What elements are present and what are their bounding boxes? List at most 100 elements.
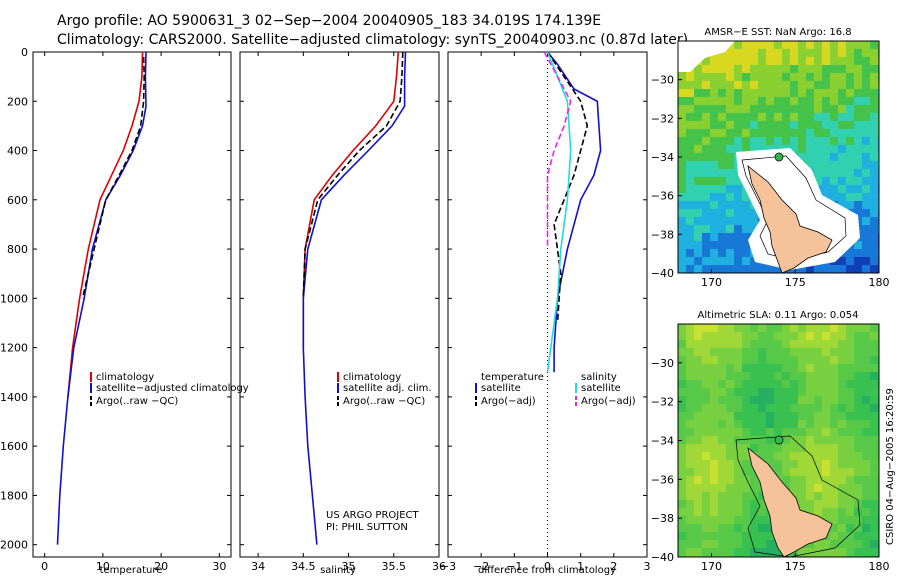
sst-cell [814, 121, 822, 129]
sla-cell [822, 412, 830, 420]
sla-cell [854, 332, 862, 340]
sst-cell [862, 113, 870, 121]
sla-cell [734, 412, 742, 420]
sla-cell [830, 492, 838, 500]
sla-cell [718, 524, 726, 532]
sst-cell [854, 153, 862, 161]
sla-cell [870, 484, 878, 492]
sla-cell [758, 324, 766, 332]
sst-cell [734, 73, 742, 81]
sla-cell [854, 524, 862, 532]
sst-cell [854, 73, 862, 81]
sst-cell [782, 137, 790, 145]
sla-cell [766, 332, 774, 340]
sst-cell [718, 145, 726, 153]
sla-coast-contour [735, 435, 861, 557]
sst-cell [782, 73, 790, 81]
sla-cell [686, 492, 694, 500]
sst-cell [854, 209, 862, 217]
sla-cell [702, 428, 710, 436]
sla-cell [686, 388, 694, 396]
sst-cell [838, 161, 846, 169]
sla-cell [678, 404, 686, 412]
sst-cell [758, 121, 766, 129]
sst-map-ytick-label: −36 [651, 190, 674, 203]
sla-cell [806, 332, 814, 340]
sst-cell [846, 121, 854, 129]
sla-cell [862, 396, 870, 404]
sst-cell [862, 169, 870, 177]
sla-cell [678, 476, 686, 484]
sla-cell [710, 532, 718, 540]
sla-cell [862, 476, 870, 484]
sst-cell [862, 201, 870, 209]
sla-cell [822, 340, 830, 348]
sla-cell [830, 324, 838, 332]
sla-cell [734, 516, 742, 524]
sla-cell [846, 388, 854, 396]
sla-cell [726, 372, 734, 380]
sla-cell [766, 516, 774, 524]
sst-cell [750, 217, 758, 225]
sst-cell [686, 185, 694, 193]
sla-cell [822, 468, 830, 476]
sst-cell [854, 265, 862, 273]
sla-cell [742, 508, 750, 516]
sla-cell [862, 364, 870, 372]
sst-cell [870, 217, 878, 225]
sst-cell [686, 81, 694, 89]
sst-cell [718, 161, 726, 169]
sst-cell [726, 217, 734, 225]
sla-cell [870, 388, 878, 396]
sst-cell [726, 153, 734, 161]
sst-cell [734, 113, 742, 121]
sst-cell [694, 65, 702, 73]
sla-cell [758, 332, 766, 340]
sst-cell [766, 113, 774, 121]
sla-cell [710, 420, 718, 428]
sla-cell [870, 548, 878, 556]
sst-cell [742, 113, 750, 121]
sla-cell [830, 548, 838, 556]
sst-cell [710, 265, 718, 273]
sst-cell [806, 73, 814, 81]
sst-cell [734, 225, 742, 233]
sla-cell [790, 420, 798, 428]
sst-cell [742, 233, 750, 241]
sla-cell [862, 340, 870, 348]
sla-cell [734, 484, 742, 492]
sla-cell [854, 460, 862, 468]
sla-cell [822, 508, 830, 516]
sst-cell [838, 105, 846, 113]
sla-cell [678, 388, 686, 396]
salinity-xtick-label: 35 [342, 560, 356, 573]
sla-cell [766, 444, 774, 452]
sla-cell [862, 540, 870, 548]
sla-cell [814, 396, 822, 404]
sla-cell [718, 380, 726, 388]
sla-cell [750, 476, 758, 484]
sla-cell [694, 428, 702, 436]
sst-cell [718, 137, 726, 145]
sla-cell [710, 468, 718, 476]
sla-cell [870, 340, 878, 348]
sst-cell [774, 49, 782, 57]
sst-cell [782, 121, 790, 129]
sla-cell [798, 468, 806, 476]
sst-cell [870, 137, 878, 145]
sla-cell [710, 332, 718, 340]
sst-cell [838, 129, 846, 137]
sla-cell [846, 532, 854, 540]
sst-map-xtick-label: 175 [785, 276, 806, 289]
sst-cell [750, 49, 758, 57]
sst-cell [718, 65, 726, 73]
salinity-series-line [302, 52, 407, 545]
sla-cell [830, 412, 838, 420]
sst-cell [742, 193, 750, 201]
sst-cell [790, 73, 798, 81]
sst-cell [838, 97, 846, 105]
sst-cell [846, 57, 854, 65]
sla-cell [838, 364, 846, 372]
sst-cell [838, 193, 846, 201]
sst-cell [822, 49, 830, 57]
